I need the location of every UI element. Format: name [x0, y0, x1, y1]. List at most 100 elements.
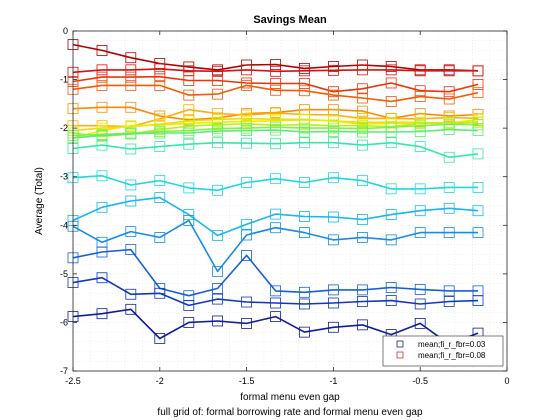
data-point [241, 229, 253, 241]
data-point [154, 141, 166, 153]
data-point [385, 64, 397, 76]
y-tick-label: -7 [60, 366, 68, 376]
data-point [385, 234, 397, 246]
data-point [414, 85, 426, 97]
x-tick-label: -2 [156, 376, 164, 386]
series-line [72, 248, 478, 297]
data-point [472, 205, 484, 217]
axis-ticks: -2.5 -2 -1.5 -1 -0.5 0 -7 -6 -5 -4 -3 -2 -1 0 [60, 26, 510, 386]
data-point [443, 65, 455, 77]
data-point [96, 272, 108, 284]
series-line [72, 308, 479, 346]
data-point [385, 77, 397, 89]
data-point [125, 128, 137, 140]
data-point [241, 64, 253, 76]
data-point [385, 96, 397, 107]
data-point [327, 126, 339, 137]
data-point [299, 137, 310, 149]
chart-caption: full grid of: formal borrowing rate and … [157, 407, 423, 418]
data-point [183, 209, 195, 221]
data-point [241, 80, 253, 91]
data-point [299, 177, 310, 188]
data-point [414, 65, 426, 77]
data-point [212, 184, 224, 196]
data-point [212, 230, 224, 241]
data-point [327, 297, 339, 309]
data-point [270, 138, 281, 150]
data-point [472, 295, 484, 306]
series-17 [67, 272, 484, 311]
data-point [183, 300, 195, 311]
data-point [356, 214, 368, 225]
data-point [443, 202, 455, 214]
data-point [96, 308, 108, 320]
data-point [472, 65, 484, 77]
series-line [72, 43, 479, 72]
data-point [125, 120, 137, 132]
series-line [72, 68, 478, 74]
x-axis-label: formal menu even gap [240, 392, 340, 403]
series-14 [67, 192, 484, 241]
data-point [154, 175, 166, 187]
data-point [472, 119, 484, 131]
data-point [125, 52, 137, 64]
series-line [72, 123, 479, 137]
data-point [356, 232, 368, 243]
data-point [299, 65, 310, 77]
data-point [270, 107, 281, 119]
data-point [443, 227, 455, 238]
series-11 [67, 124, 484, 144]
data-point [125, 71, 137, 83]
legend-label-1: mean;fi_r_fbr=0.03 [418, 340, 486, 349]
data-point [270, 311, 281, 323]
data-point [443, 93, 455, 105]
x-tick-label: -0.5 [412, 376, 428, 386]
data-point [270, 84, 281, 96]
data-point [212, 108, 224, 119]
data-point [270, 222, 281, 234]
data-point [241, 137, 253, 149]
series-group [67, 39, 484, 350]
data-point [96, 45, 108, 56]
data-point [472, 87, 484, 99]
series-line [73, 108, 479, 128]
data-point [96, 80, 108, 91]
data-point [443, 151, 455, 163]
data-point [183, 138, 195, 150]
x-tick-label: -1 [329, 376, 337, 386]
data-point [212, 137, 224, 149]
plot-area [73, 31, 507, 371]
data-point [414, 317, 426, 329]
data-point [443, 86, 455, 98]
data-point [414, 183, 426, 195]
series-line [72, 128, 479, 139]
data-point [270, 59, 281, 70]
data-point [356, 105, 368, 117]
data-point [385, 183, 397, 195]
data-point [472, 148, 484, 160]
data-point [212, 88, 224, 100]
data-point [270, 65, 281, 77]
x-tick-label: -1.5 [239, 376, 255, 386]
data-point [414, 283, 426, 295]
data-point [327, 234, 339, 246]
data-point [96, 71, 108, 83]
x-tick-label: 0 [504, 376, 509, 386]
data-point [154, 287, 166, 299]
data-point [443, 181, 455, 193]
series-15 [67, 215, 484, 277]
data-point [443, 285, 455, 297]
data-point [356, 296, 368, 307]
data-point [96, 170, 108, 182]
x-tick-label: -2.5 [65, 376, 81, 386]
data-point [327, 321, 339, 333]
data-point [241, 125, 253, 136]
series-line [72, 196, 479, 237]
data-point [125, 80, 137, 91]
data-point [327, 89, 339, 101]
data-point [299, 227, 310, 238]
data-point [356, 175, 368, 187]
series-line [72, 84, 479, 103]
data-point [96, 139, 108, 151]
